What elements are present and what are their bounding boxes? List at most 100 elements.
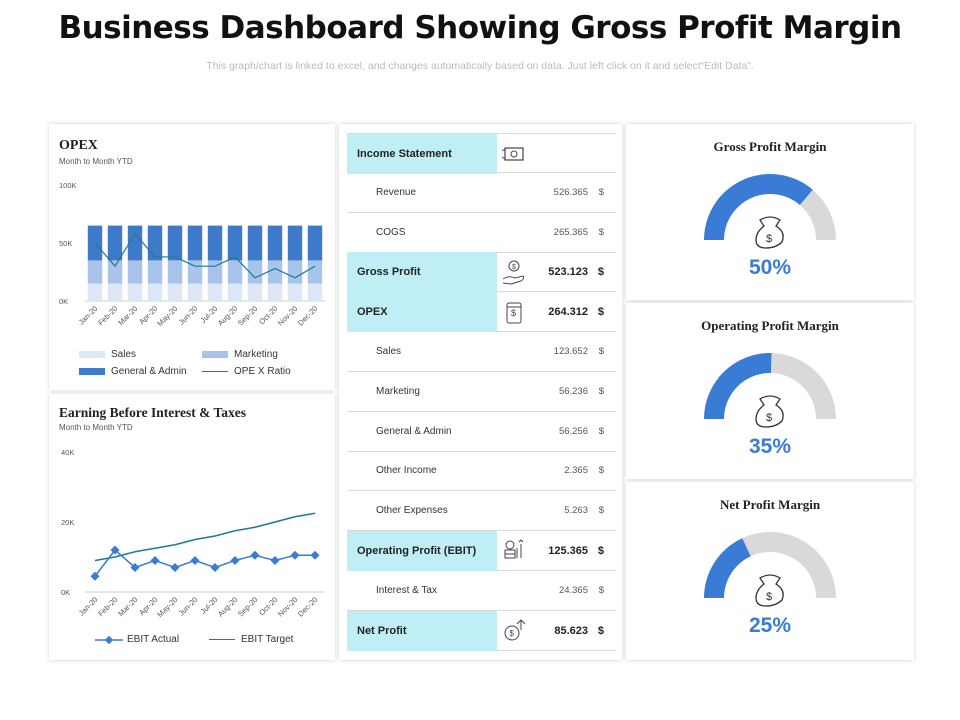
money-hand-icon: $ (502, 260, 525, 285)
income-row-label: Net Profit (357, 624, 407, 637)
money-bag-icon: $ (755, 216, 784, 249)
opex-bar-sales (107, 283, 123, 301)
income-row-value: 24.365 (558, 584, 588, 596)
row-highlight (347, 252, 497, 293)
ebit-xtick: Nov-20 (276, 595, 299, 618)
income-row-value: 264.312 (548, 306, 588, 319)
gauge-remaining-arc (771, 353, 836, 419)
income-row: Other Income 2.365 $ (347, 451, 616, 492)
ebit-actual-point (290, 550, 300, 560)
income-row: Operating Profit (EBIT) 125.365 $ (347, 531, 616, 571)
opex-bar-ga (127, 225, 143, 261)
ebit-actual-point (270, 555, 280, 566)
gross-margin-value: 50% (748, 256, 792, 279)
svg-text:$: $ (766, 233, 772, 245)
svg-text:$: $ (766, 412, 772, 424)
ebit-xtick: Mar-20 (116, 595, 139, 618)
income-row: Net Profit 85.623 $ $ (347, 610, 616, 651)
ebit-xtick: Sep-20 (236, 595, 259, 618)
opex-bar-marketing (227, 260, 243, 284)
svg-text:$: $ (766, 591, 772, 603)
opex-bar-marketing (267, 260, 283, 284)
income-row-value: 56.236 (558, 385, 588, 397)
cash-icon (501, 147, 524, 161)
net-profit-icon: $ (504, 618, 526, 641)
ebit-legend-target: EBIT Target (209, 634, 293, 645)
income-row-label: Income Statement (357, 148, 452, 160)
income-row-currency: $ (597, 624, 604, 637)
ebit-actual-point (250, 550, 260, 560)
opex-legend-sales: Sales (79, 349, 136, 360)
income-row-value: 85.623 (554, 624, 588, 637)
income-row-label: COGS (376, 226, 406, 238)
opex-bar-marketing (147, 260, 163, 284)
opex-bar-marketing (167, 260, 183, 284)
ebit-actual-point (210, 562, 220, 573)
income-row-label: Gross Profit (357, 266, 421, 279)
page-title: Business Dashboard Showing Gross Profit … (58, 10, 902, 46)
opex-xtick: Dec-20 (296, 304, 319, 327)
income-row: Income Statement (347, 133, 616, 174)
ebit-xtick: Dec-20 (296, 595, 319, 618)
income-row: Revenue 526.365 $ (347, 173, 616, 213)
opex-ytick: 50K (59, 239, 72, 248)
row-highlight (347, 134, 497, 174)
opex-bar-sales (87, 283, 103, 301)
opex-subtitle: Month to Month YTD (59, 157, 133, 166)
opex-bar-sales (287, 283, 303, 301)
income-row-label: Marketing (376, 385, 420, 397)
opex-xtick: Oct-20 (257, 304, 279, 326)
svg-text:$: $ (511, 308, 516, 318)
opex-legend-marketing-label: Marketing (234, 349, 278, 360)
ebit-actual-point (150, 555, 160, 566)
income-row-value: 125.365 (548, 545, 588, 557)
income-row-currency: $ (598, 505, 604, 517)
ebit-ytick: 20K (61, 518, 74, 527)
ebit-xtick: Jun-20 (177, 595, 200, 618)
ebit-xtick: Feb-20 (96, 595, 119, 618)
opex-xtick: Feb-20 (96, 304, 119, 327)
income-row-currency: $ (598, 385, 604, 397)
income-row-currency: $ (597, 545, 604, 557)
opex-bar-sales (147, 283, 163, 301)
opex-bar-marketing (307, 260, 323, 284)
opex-ratio-line (94, 232, 316, 279)
income-row: Marketing 56.236 $ (347, 372, 616, 412)
income-row: Sales 123.652 $ (347, 332, 616, 372)
money-bag-icon: $ (755, 395, 784, 428)
opex-bar-marketing (247, 260, 263, 284)
income-row-currency: $ (597, 266, 604, 279)
income-row: Gross Profit 523.123 $ $ (347, 252, 616, 293)
gauge-remaining-arc (799, 189, 836, 240)
opex-card: OPEX Month to Month YTD 100K 50K 0K Jan-20 F… (49, 124, 335, 390)
ebit-xtick: May-20 (155, 595, 179, 619)
net-margin-gauge: $ (704, 532, 836, 607)
svg-text:$: $ (512, 264, 516, 271)
opex-legend-marketing: Marketing (202, 349, 278, 360)
opex-xtick: Jan-20 (77, 304, 100, 327)
opex-bar-marketing (287, 260, 303, 284)
ebit-subtitle: Month to Month YTD (59, 423, 133, 432)
ebit-actual-point (170, 562, 180, 573)
net-margin-card: Net Profit Margin $ 25% (626, 482, 914, 660)
opex-legend-ratio-label: OPE X Ratio (234, 366, 291, 377)
opex-xtick: Sep-20 (236, 304, 259, 327)
opex-xtick: Nov-20 (276, 304, 299, 327)
opex-bar-marketing (127, 260, 143, 284)
income-row: COGS 265.365 $ (347, 213, 616, 253)
income-row-value: 2.365 (564, 465, 588, 477)
ebit-xtick: Oct-20 (257, 595, 279, 617)
opex-bar-ga (267, 225, 283, 261)
opex-bar-ga (147, 225, 163, 261)
svg-text:$: $ (510, 629, 515, 638)
opex-title: OPEX (59, 138, 98, 153)
income-row-currency: $ (597, 306, 604, 319)
income-row-currency: $ (598, 346, 604, 357)
ebit-xtick: Aug-20 (216, 595, 239, 618)
opex-bar-ga (307, 225, 323, 261)
income-row-value: 5.263 (564, 505, 588, 517)
operating-margin-gauge: $ (704, 353, 836, 428)
opex-chart: 100K50K0KJan-20Feb-20Mar-20Apr-20May-20J… (59, 181, 325, 328)
opex-legend-ga: General & Admin (79, 366, 187, 377)
income-row-value: 56.256 (558, 425, 588, 437)
